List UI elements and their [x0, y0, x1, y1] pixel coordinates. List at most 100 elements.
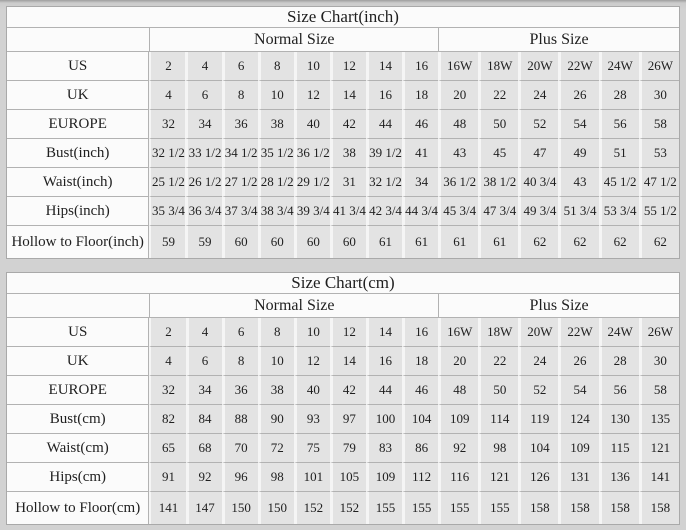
size-value-cell: 39 3/4	[293, 197, 330, 226]
size-value-cell: 115	[598, 434, 639, 463]
size-value-cell: 38	[257, 376, 294, 405]
size-value-cell: 100	[365, 405, 403, 434]
row-label: Hips(inch)	[7, 197, 150, 226]
size-value-cell: 124	[558, 405, 599, 434]
size-value-cell: 50	[478, 110, 519, 139]
size-value-cell: 4	[149, 347, 186, 376]
size-value-cell: 91	[149, 463, 186, 492]
size-value-cell: 152	[293, 492, 330, 524]
table-title-row: Size Chart(cm)	[7, 273, 679, 294]
size-value-cell: 10	[257, 347, 294, 376]
size-value-cell: 47	[518, 139, 559, 168]
size-value-cell: 31	[329, 168, 366, 197]
size-value-cell: 42 3/4	[365, 197, 403, 226]
size-value-cell: 36 1/2	[438, 168, 479, 197]
size-value-cell: 49 3/4	[518, 197, 559, 226]
size-value-cell: 84	[185, 405, 222, 434]
size-value-cell: 62	[638, 226, 679, 258]
column-group-row: Normal Size Plus Size	[7, 294, 679, 318]
size-value-cell: 119	[518, 405, 559, 434]
size-value-cell: 88	[221, 405, 258, 434]
size-value-cell: 43	[558, 168, 599, 197]
size-value-cell: 24W	[598, 318, 639, 347]
size-value-cell: 105	[329, 463, 366, 492]
size-value-cell: 141	[149, 492, 186, 524]
size-value-cell: 33 1/2	[185, 139, 222, 168]
size-value-cell: 26W	[638, 318, 679, 347]
size-value-cell: 14	[365, 318, 403, 347]
size-value-cell: 79	[329, 434, 366, 463]
size-value-cell: 45 1/2	[598, 168, 639, 197]
row-label: EUROPE	[7, 110, 150, 139]
size-value-cell: 104	[402, 405, 439, 434]
size-value-cell: 83	[365, 434, 403, 463]
size-value-cell: 36 1/2	[293, 139, 330, 168]
size-value-cell: 152	[329, 492, 366, 524]
size-value-cell: 50	[478, 376, 519, 405]
size-value-cell: 47 1/2	[638, 168, 679, 197]
size-value-cell: 155	[402, 492, 439, 524]
size-value-cell: 60	[257, 226, 294, 258]
size-value-cell: 131	[558, 463, 599, 492]
row-label: Waist(inch)	[7, 168, 150, 197]
table-title: Size Chart(cm)	[7, 273, 679, 294]
size-value-cell: 18W	[478, 52, 519, 81]
size-value-cell: 60	[329, 226, 366, 258]
size-value-cell: 158	[558, 492, 599, 524]
column-group-row: Normal Size Plus Size	[7, 28, 679, 52]
table-title: Size Chart(inch)	[7, 7, 679, 28]
size-value-cell: 40 3/4	[518, 168, 559, 197]
size-value-cell: 59	[149, 226, 186, 258]
size-value-cell: 150	[257, 492, 294, 524]
size-value-cell: 2	[149, 318, 186, 347]
size-value-cell: 141	[638, 463, 679, 492]
size-value-cell: 26	[558, 347, 599, 376]
table-row: UK 4 6 8 10 12 14 16 18 20 22 24 26 28 30	[7, 347, 679, 376]
size-value-cell: 12	[329, 318, 366, 347]
size-value-cell: 41 3/4	[329, 197, 366, 226]
size-value-cell: 16	[365, 81, 403, 110]
table-row: EUROPE 32 34 36 38 40 42 44 46 48 50 52 54 56 58	[7, 376, 679, 405]
size-value-cell: 126	[518, 463, 559, 492]
size-value-cell: 20W	[518, 52, 559, 81]
size-value-cell: 104	[518, 434, 559, 463]
size-value-cell: 35 1/2	[257, 139, 294, 168]
table-row: UK 4 6 8 10 12 14 16 18 20 22 24 26 28 30	[7, 81, 679, 110]
size-value-cell: 25 1/2	[149, 168, 186, 197]
size-value-cell: 72	[257, 434, 294, 463]
size-value-cell: 60	[221, 226, 258, 258]
size-value-cell: 109	[365, 463, 403, 492]
size-value-cell: 44 3/4	[402, 197, 439, 226]
size-value-cell: 43	[438, 139, 479, 168]
size-value-cell: 6	[221, 318, 258, 347]
size-value-cell: 75	[293, 434, 330, 463]
size-value-cell: 121	[478, 463, 519, 492]
table-row: Hollow to Floor(inch) 59 59 60 60 60 60 61 61 61 6…	[7, 226, 679, 258]
size-value-cell: 35 3/4	[149, 197, 186, 226]
size-value-cell: 62	[558, 226, 599, 258]
table-row: Hips(inch) 35 3/4 36 3/4 37 3/4 38 3/4 39 3/4…	[7, 197, 679, 226]
row-label: Hollow to Floor(cm)	[7, 492, 150, 524]
size-chart-cm-body: US 2 4 6 8 10 12 14 16 16W 18W 20W 22W 24W 26W UK 4 6 8 10 1…	[7, 318, 679, 524]
row-label: Bust(inch)	[7, 139, 150, 168]
size-value-cell: 26 1/2	[185, 168, 222, 197]
size-value-cell: 136	[598, 463, 639, 492]
size-value-cell: 53	[638, 139, 679, 168]
size-value-cell: 41	[402, 139, 439, 168]
empty-corner-cell	[7, 28, 150, 52]
table-row: Bust(inch) 32 1/2 33 1/2 34 1/2 35 1/2 36 1/2…	[7, 139, 679, 168]
size-value-cell: 40	[293, 110, 330, 139]
size-value-cell: 46	[402, 110, 439, 139]
size-value-cell: 45	[478, 139, 519, 168]
size-value-cell: 37 3/4	[221, 197, 258, 226]
row-label: UK	[7, 347, 150, 376]
size-value-cell: 16W	[438, 52, 479, 81]
size-value-cell: 56	[598, 110, 639, 139]
size-value-cell: 135	[638, 405, 679, 434]
size-value-cell: 147	[185, 492, 222, 524]
size-value-cell: 61	[365, 226, 403, 258]
size-value-cell: 18W	[478, 318, 519, 347]
size-value-cell: 61	[402, 226, 439, 258]
size-value-cell: 20	[438, 347, 479, 376]
size-value-cell: 112	[402, 463, 439, 492]
